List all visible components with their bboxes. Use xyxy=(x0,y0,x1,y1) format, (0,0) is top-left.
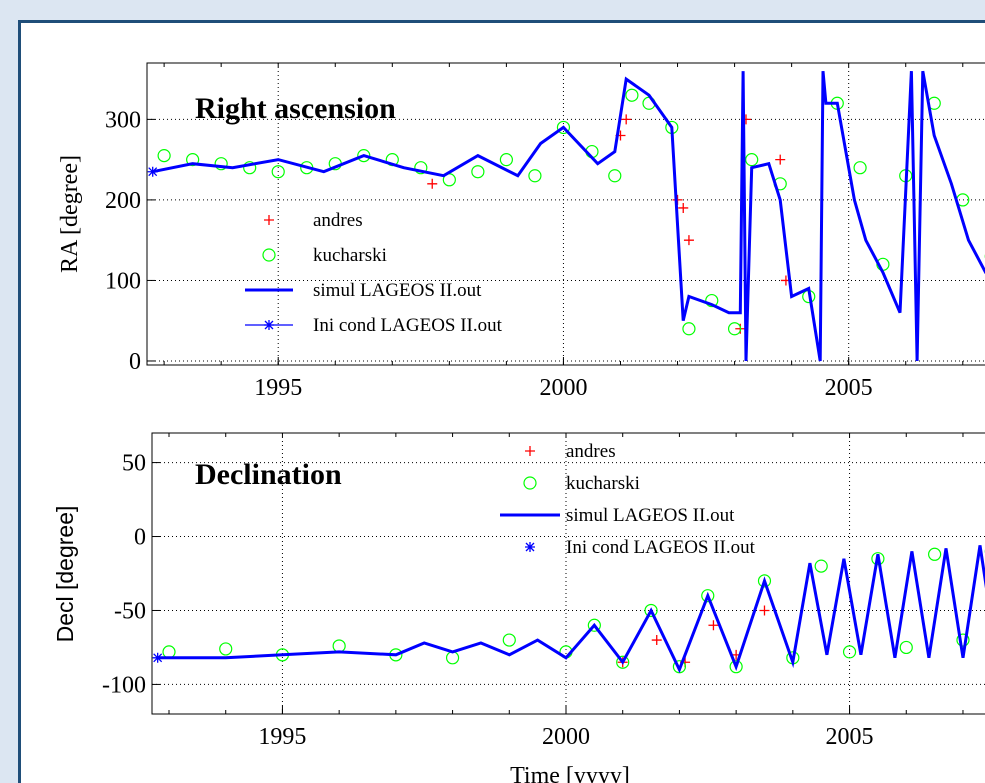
data-point xyxy=(157,149,171,163)
data-point xyxy=(243,161,257,175)
series-kucharski xyxy=(157,88,985,336)
data-point xyxy=(625,88,639,102)
chart-title: Right ascension xyxy=(195,92,396,125)
data-point xyxy=(775,154,786,165)
legend-swatch xyxy=(262,248,276,262)
data-point xyxy=(757,574,772,588)
legend-swatch xyxy=(525,446,535,456)
data-point xyxy=(214,157,228,171)
data-point xyxy=(414,161,428,175)
series-kucharski xyxy=(162,547,985,674)
data-point xyxy=(152,652,163,663)
axis-ticks: 1995 2000 2005 50 0 -50 -100 xyxy=(102,433,964,750)
y-tick-label: 300 xyxy=(105,107,141,133)
legend-label: andres xyxy=(566,441,616,462)
data-point xyxy=(871,552,885,566)
legend-label: kucharski xyxy=(313,245,387,266)
data-point xyxy=(701,589,715,603)
legend-swatch xyxy=(264,215,274,225)
data-point xyxy=(186,153,200,167)
data-point xyxy=(683,235,694,246)
data-point xyxy=(727,322,742,336)
series-ini-cond-lageos-ii-out xyxy=(147,166,158,177)
data-point xyxy=(427,178,438,189)
data-point xyxy=(502,633,516,647)
data-point xyxy=(729,660,743,674)
y-tick-label: 0 xyxy=(134,525,146,551)
data-point xyxy=(678,202,689,213)
series-simul-lageos-ii-out xyxy=(152,70,985,362)
data-point xyxy=(814,559,828,573)
y-tick-label: 200 xyxy=(105,188,141,214)
data-point xyxy=(705,293,719,308)
legend-swatch xyxy=(525,542,535,552)
legend-label: simul LAGEOS II.out xyxy=(313,280,482,301)
series-andres xyxy=(427,114,791,334)
series-line xyxy=(157,545,985,674)
data-point xyxy=(956,633,970,647)
grid-lines xyxy=(152,433,985,714)
data-point xyxy=(621,114,632,125)
plot-area xyxy=(146,62,985,366)
data-point xyxy=(745,153,759,167)
y-tick-label: 50 xyxy=(122,451,146,477)
y-tick-label: -100 xyxy=(102,672,146,698)
x-tick-label: 2000 xyxy=(539,375,587,401)
data-point xyxy=(853,161,867,175)
y-tick-label: 0 xyxy=(129,349,141,375)
legend-label: kucharski xyxy=(566,473,640,494)
declination-chart: 1995 2000 2005 50 0 -50 -100 Declination Decl … xyxy=(52,432,985,783)
legend-swatch xyxy=(264,320,274,330)
data-point xyxy=(682,322,696,336)
data-point xyxy=(842,645,857,659)
x-tick-label: 2005 xyxy=(825,375,873,401)
x-tick-label: 1995 xyxy=(258,724,306,750)
legend-label: andres xyxy=(313,210,363,231)
data-point xyxy=(357,149,371,163)
x-tick-label: 1995 xyxy=(254,375,302,401)
x-axis-label: Time [yyyy] xyxy=(510,763,630,783)
data-point xyxy=(759,605,770,616)
y-axis-label: RA [degree] xyxy=(57,155,83,273)
legend-label: simul LAGEOS II.out xyxy=(566,505,735,526)
series-layer xyxy=(147,70,985,362)
y-axis-label: Decl [degree] xyxy=(52,506,78,643)
series-ini-cond-lageos-ii-out xyxy=(152,652,163,663)
x-tick-label: 2005 xyxy=(826,724,874,750)
legend: andres kucharski simul LAGEOS II.out Ini co… xyxy=(245,210,503,336)
data-point xyxy=(471,165,485,179)
y-tick-label: -50 xyxy=(114,598,146,624)
data-point xyxy=(928,547,942,561)
data-point xyxy=(499,153,513,167)
data-point xyxy=(528,169,542,183)
x-tick-label: 2000 xyxy=(542,724,590,750)
data-point xyxy=(651,635,662,646)
series-layer xyxy=(152,545,985,674)
data-point xyxy=(271,165,285,179)
series-line xyxy=(152,70,985,362)
data-point xyxy=(708,620,719,631)
data-point xyxy=(219,642,233,656)
data-point xyxy=(644,603,658,618)
axis-ticks: 1995 2000 2005 0 100 200 300 xyxy=(105,63,964,401)
right-ascension-chart: 1995 2000 2005 0 100 200 300 Right ascension R… xyxy=(57,62,985,401)
legend: andres kucharski simul LAGEOS II.out Ini co… xyxy=(500,441,756,558)
legend-label: Ini cond LAGEOS II.out xyxy=(313,315,503,336)
data-point xyxy=(616,655,630,669)
legend-swatch xyxy=(523,476,537,490)
data-point xyxy=(147,166,158,177)
y-tick-label: 100 xyxy=(105,268,141,294)
data-point xyxy=(587,618,601,632)
data-point xyxy=(608,169,622,183)
data-point xyxy=(899,640,913,655)
legend-label: Ini cond LAGEOS II.out xyxy=(566,537,756,558)
data-point xyxy=(556,120,571,135)
series-simul-lageos-ii-out xyxy=(157,545,985,674)
chart-title: Declination xyxy=(195,458,342,491)
